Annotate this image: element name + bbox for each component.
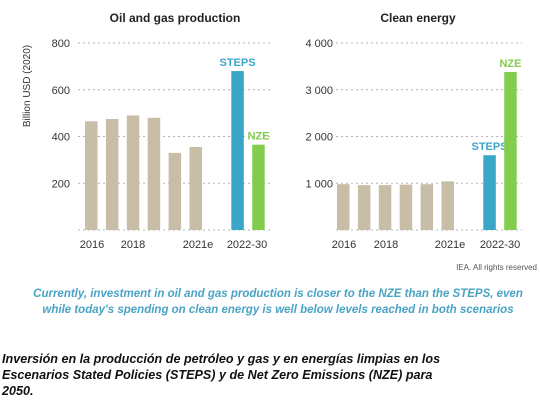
bar-label-nze: NZE [247, 131, 269, 143]
y-tick-label: 400 [52, 132, 70, 144]
figure: Oil and gas production Billion USD (2020)… [22, 11, 537, 316]
footnote-line-1: Currently, investment in oil and gas pro… [33, 288, 523, 300]
y-tick-label: 800 [52, 38, 70, 50]
source-note: IEA. All rights reserved [456, 263, 537, 272]
y-axis-label: Billion USD (2020) [22, 45, 33, 127]
y-tick-label: 200 [52, 178, 70, 190]
bar-2021e [441, 181, 454, 230]
bar-2020 [420, 184, 434, 230]
y-tick-label: 600 [52, 85, 70, 97]
bar-2016 [85, 121, 98, 230]
y-tick-label: 2 000 [305, 132, 333, 144]
x-tick-label: 2016 [332, 239, 356, 251]
x-tick-label: 2018 [374, 239, 398, 251]
x-tick-label: 2022-30 [480, 239, 520, 251]
y-tick-label: 1 000 [305, 178, 333, 190]
caption-line-2: Escenarios Stated Policies (STEPS) y de … [2, 368, 433, 382]
figure-caption: Inversión en la producción de petróleo y… [2, 351, 538, 399]
bar-2018 [126, 115, 140, 230]
bar-2019 [399, 184, 413, 230]
x-tick-label: 2016 [80, 239, 104, 251]
bar-nze [504, 71, 517, 230]
x-tick-label: 2021e [183, 239, 214, 251]
footnote-line-2: while today's spending on clean energy i… [42, 304, 513, 316]
bar-steps [483, 155, 496, 230]
bar-2016 [337, 184, 350, 230]
bar-label-steps: STEPS [220, 57, 256, 69]
bar-2021e [189, 147, 202, 230]
bar-steps [231, 71, 244, 230]
bar-2017 [357, 185, 371, 230]
y-tick-label: 4 000 [305, 38, 333, 50]
chart-title: Oil and gas production [110, 11, 241, 25]
x-tick-label: 2022-30 [227, 239, 267, 251]
caption-line-1: Inversión en la producción de petróleo y… [2, 352, 441, 366]
chart-svg: Oil and gas production Billion USD (2020)… [22, 11, 537, 316]
y-tick-label: 3 000 [305, 85, 333, 97]
x-tick-label: 2021e [435, 239, 466, 251]
bar-nze [252, 144, 265, 230]
x-tick-label: 2018 [121, 239, 145, 251]
chart-title: Clean energy [380, 11, 456, 25]
bar-2017 [105, 118, 119, 230]
bar-2018 [378, 185, 392, 230]
panel-oil-gas: Oil and gas production Billion USD (2020)… [22, 11, 270, 251]
caption-line-3: 2050. [2, 384, 34, 398]
bar-label-nze: NZE [499, 58, 521, 70]
bar-2020 [168, 152, 182, 230]
bar-2019 [147, 117, 161, 230]
panel-clean-energy: Clean energy 4 000 3 000 2 000 1 000 STEPS NZE… [305, 11, 522, 251]
bar-label-steps: STEPS [472, 141, 508, 153]
